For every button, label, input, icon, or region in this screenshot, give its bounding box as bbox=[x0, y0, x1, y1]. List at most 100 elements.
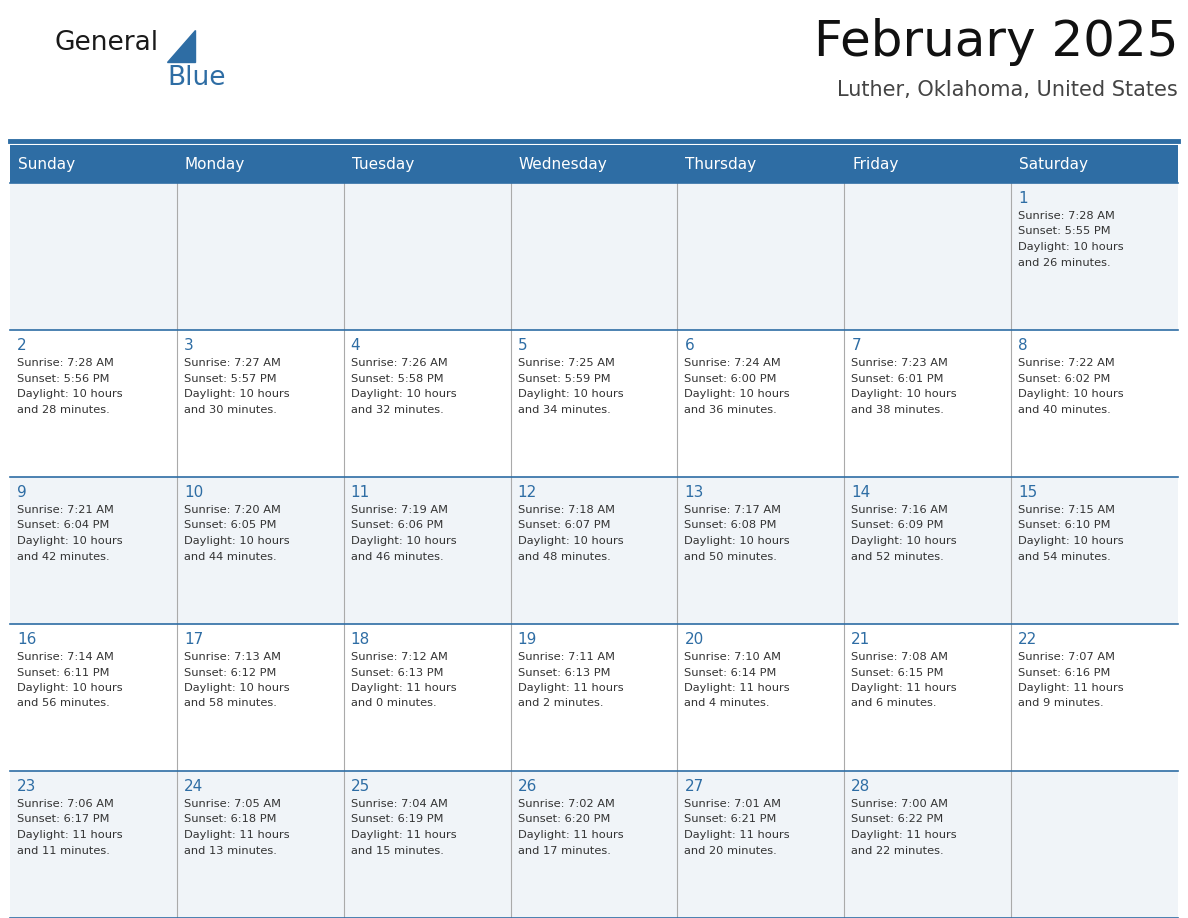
Text: Daylight: 11 hours: Daylight: 11 hours bbox=[852, 683, 956, 693]
Text: Sunrise: 7:22 AM: Sunrise: 7:22 AM bbox=[1018, 358, 1114, 368]
Text: and 38 minutes.: and 38 minutes. bbox=[852, 405, 944, 415]
Text: Daylight: 11 hours: Daylight: 11 hours bbox=[684, 830, 790, 840]
Text: Wednesday: Wednesday bbox=[519, 156, 607, 172]
Text: Daylight: 10 hours: Daylight: 10 hours bbox=[852, 389, 956, 399]
Text: Sunrise: 7:01 AM: Sunrise: 7:01 AM bbox=[684, 799, 782, 809]
Text: Sunrise: 7:12 AM: Sunrise: 7:12 AM bbox=[350, 652, 448, 662]
Text: Sunrise: 7:23 AM: Sunrise: 7:23 AM bbox=[852, 358, 948, 368]
Text: Daylight: 11 hours: Daylight: 11 hours bbox=[1018, 683, 1124, 693]
Text: 25: 25 bbox=[350, 779, 369, 794]
Text: Sunset: 6:15 PM: Sunset: 6:15 PM bbox=[852, 667, 943, 677]
Text: 26: 26 bbox=[518, 779, 537, 794]
Text: 1: 1 bbox=[1018, 191, 1028, 206]
Text: Sunday: Sunday bbox=[18, 156, 75, 172]
Text: Sunset: 6:13 PM: Sunset: 6:13 PM bbox=[350, 667, 443, 677]
Text: Sunset: 6:09 PM: Sunset: 6:09 PM bbox=[852, 521, 943, 531]
Text: Sunset: 6:07 PM: Sunset: 6:07 PM bbox=[518, 521, 611, 531]
Text: Sunset: 6:21 PM: Sunset: 6:21 PM bbox=[684, 814, 777, 824]
Text: and 13 minutes.: and 13 minutes. bbox=[184, 845, 277, 856]
Text: Thursday: Thursday bbox=[685, 156, 757, 172]
Text: Sunset: 5:55 PM: Sunset: 5:55 PM bbox=[1018, 227, 1111, 237]
Text: Daylight: 11 hours: Daylight: 11 hours bbox=[350, 683, 456, 693]
Text: Sunrise: 7:15 AM: Sunrise: 7:15 AM bbox=[1018, 505, 1116, 515]
Text: 13: 13 bbox=[684, 485, 703, 500]
Text: Daylight: 10 hours: Daylight: 10 hours bbox=[17, 536, 122, 546]
Text: and 22 minutes.: and 22 minutes. bbox=[852, 845, 944, 856]
Text: Sunrise: 7:11 AM: Sunrise: 7:11 AM bbox=[518, 652, 614, 662]
Text: Sunset: 5:59 PM: Sunset: 5:59 PM bbox=[518, 374, 611, 384]
Text: 18: 18 bbox=[350, 632, 369, 647]
Text: Sunset: 6:00 PM: Sunset: 6:00 PM bbox=[684, 374, 777, 384]
Text: Sunset: 6:04 PM: Sunset: 6:04 PM bbox=[17, 521, 109, 531]
Text: Sunrise: 7:28 AM: Sunrise: 7:28 AM bbox=[17, 358, 114, 368]
Text: and 58 minutes.: and 58 minutes. bbox=[184, 699, 277, 709]
Bar bbox=[10, 183, 1178, 330]
Text: and 15 minutes.: and 15 minutes. bbox=[350, 845, 443, 856]
Text: 10: 10 bbox=[184, 485, 203, 500]
Text: Sunset: 6:16 PM: Sunset: 6:16 PM bbox=[1018, 667, 1111, 677]
Text: Daylight: 11 hours: Daylight: 11 hours bbox=[184, 830, 290, 840]
Text: and 20 minutes.: and 20 minutes. bbox=[684, 845, 777, 856]
Text: Blue: Blue bbox=[168, 65, 226, 91]
Text: and 26 minutes.: and 26 minutes. bbox=[1018, 258, 1111, 267]
Text: 2: 2 bbox=[17, 338, 26, 353]
Text: Sunrise: 7:20 AM: Sunrise: 7:20 AM bbox=[184, 505, 280, 515]
Text: Daylight: 10 hours: Daylight: 10 hours bbox=[1018, 536, 1124, 546]
Text: and 2 minutes.: and 2 minutes. bbox=[518, 699, 604, 709]
Text: and 54 minutes.: and 54 minutes. bbox=[1018, 552, 1111, 562]
Text: February 2025: February 2025 bbox=[814, 18, 1178, 66]
Text: Sunrise: 7:04 AM: Sunrise: 7:04 AM bbox=[350, 799, 448, 809]
Text: 4: 4 bbox=[350, 338, 360, 353]
Text: Sunset: 5:58 PM: Sunset: 5:58 PM bbox=[350, 374, 443, 384]
Text: and 28 minutes.: and 28 minutes. bbox=[17, 405, 109, 415]
Bar bbox=[10, 624, 1178, 771]
Text: Sunset: 6:18 PM: Sunset: 6:18 PM bbox=[184, 814, 277, 824]
Text: Sunset: 5:57 PM: Sunset: 5:57 PM bbox=[184, 374, 277, 384]
Text: Sunset: 6:14 PM: Sunset: 6:14 PM bbox=[684, 667, 777, 677]
Text: and 56 minutes.: and 56 minutes. bbox=[17, 699, 109, 709]
Text: Daylight: 11 hours: Daylight: 11 hours bbox=[852, 830, 956, 840]
Text: Sunset: 6:20 PM: Sunset: 6:20 PM bbox=[518, 814, 609, 824]
Text: Daylight: 10 hours: Daylight: 10 hours bbox=[1018, 389, 1124, 399]
Text: 14: 14 bbox=[852, 485, 871, 500]
Text: Daylight: 11 hours: Daylight: 11 hours bbox=[350, 830, 456, 840]
Text: Daylight: 10 hours: Daylight: 10 hours bbox=[17, 389, 122, 399]
Text: 28: 28 bbox=[852, 779, 871, 794]
Text: Sunrise: 7:18 AM: Sunrise: 7:18 AM bbox=[518, 505, 614, 515]
Text: 3: 3 bbox=[184, 338, 194, 353]
Text: and 6 minutes.: and 6 minutes. bbox=[852, 699, 937, 709]
Polygon shape bbox=[168, 30, 195, 62]
Text: Daylight: 10 hours: Daylight: 10 hours bbox=[518, 536, 624, 546]
Text: Sunset: 6:12 PM: Sunset: 6:12 PM bbox=[184, 667, 277, 677]
Text: Sunset: 6:10 PM: Sunset: 6:10 PM bbox=[1018, 521, 1111, 531]
Text: 12: 12 bbox=[518, 485, 537, 500]
Text: Daylight: 11 hours: Daylight: 11 hours bbox=[17, 830, 122, 840]
Text: Sunset: 6:17 PM: Sunset: 6:17 PM bbox=[17, 814, 109, 824]
Text: Sunset: 6:11 PM: Sunset: 6:11 PM bbox=[17, 667, 109, 677]
Text: Saturday: Saturday bbox=[1019, 156, 1088, 172]
Text: Sunrise: 7:17 AM: Sunrise: 7:17 AM bbox=[684, 505, 782, 515]
Text: Daylight: 11 hours: Daylight: 11 hours bbox=[518, 683, 624, 693]
Text: Sunrise: 7:21 AM: Sunrise: 7:21 AM bbox=[17, 505, 114, 515]
Text: and 0 minutes.: and 0 minutes. bbox=[350, 699, 436, 709]
Bar bbox=[10, 330, 1178, 477]
Text: Daylight: 10 hours: Daylight: 10 hours bbox=[684, 536, 790, 546]
Text: Sunrise: 7:06 AM: Sunrise: 7:06 AM bbox=[17, 799, 114, 809]
Text: Sunrise: 7:24 AM: Sunrise: 7:24 AM bbox=[684, 358, 782, 368]
Text: Daylight: 11 hours: Daylight: 11 hours bbox=[518, 830, 624, 840]
Text: and 44 minutes.: and 44 minutes. bbox=[184, 552, 277, 562]
Text: Daylight: 10 hours: Daylight: 10 hours bbox=[184, 683, 290, 693]
Text: Sunrise: 7:27 AM: Sunrise: 7:27 AM bbox=[184, 358, 280, 368]
Text: and 11 minutes.: and 11 minutes. bbox=[17, 845, 109, 856]
Text: Daylight: 10 hours: Daylight: 10 hours bbox=[184, 389, 290, 399]
Text: Sunrise: 7:28 AM: Sunrise: 7:28 AM bbox=[1018, 211, 1116, 221]
Text: Monday: Monday bbox=[185, 156, 245, 172]
Text: Daylight: 10 hours: Daylight: 10 hours bbox=[684, 389, 790, 399]
Text: Daylight: 10 hours: Daylight: 10 hours bbox=[184, 536, 290, 546]
Text: Sunrise: 7:05 AM: Sunrise: 7:05 AM bbox=[184, 799, 280, 809]
Text: 8: 8 bbox=[1018, 338, 1028, 353]
Text: 5: 5 bbox=[518, 338, 527, 353]
Text: General: General bbox=[55, 30, 159, 56]
Text: and 32 minutes.: and 32 minutes. bbox=[350, 405, 443, 415]
Text: 16: 16 bbox=[17, 632, 37, 647]
